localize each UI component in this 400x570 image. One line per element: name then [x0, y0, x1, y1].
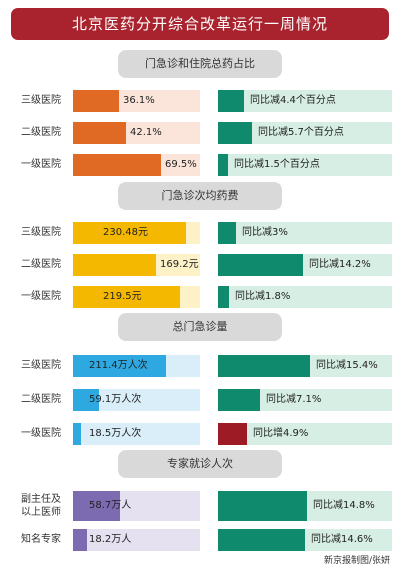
row-label: 三级医院: [21, 95, 61, 106]
change-track: [218, 423, 392, 445]
change-bar: [218, 355, 310, 377]
change-label: 同比增4.9%: [253, 428, 309, 439]
row-label: 三级医院: [21, 360, 61, 371]
bar: [73, 254, 156, 276]
change-bar: [218, 122, 252, 144]
change-track: [218, 389, 392, 411]
row-label: 一级医院: [21, 159, 61, 170]
change-label: 同比减1.5个百分点: [234, 159, 320, 170]
bar-value-label: 18.2万人: [89, 534, 132, 545]
bar-value-label: 211.4万人次: [89, 360, 148, 371]
change-bar: [218, 90, 244, 112]
change-bar: [218, 286, 229, 308]
row-label: 副主任及 以上医师: [21, 494, 61, 518]
section-header-2: 总门急诊量: [118, 313, 282, 341]
bar: [73, 154, 161, 176]
change-bar: [218, 254, 303, 276]
bar-value-label: 169.2元: [160, 259, 199, 270]
change-label: 同比减3%: [242, 227, 288, 238]
row-label: 二级医院: [21, 394, 61, 405]
row-label: 二级医院: [21, 259, 61, 270]
page-title: 北京医药分开综合改革运行一周情况: [11, 8, 389, 40]
change-label: 同比减5.7个百分点: [258, 127, 344, 138]
row-label: 一级医院: [21, 291, 61, 302]
change-label: 同比减15.4%: [316, 360, 378, 371]
row-label: 三级医院: [21, 227, 61, 238]
change-label: 同比减14.6%: [311, 534, 373, 545]
bar-value-label: 36.1%: [123, 95, 155, 106]
change-bar: [218, 154, 228, 176]
bar: [73, 355, 166, 377]
bar: [73, 529, 87, 551]
bar-value-label: 42.1%: [130, 127, 162, 138]
change-bar: [218, 423, 247, 445]
change-track: [218, 90, 392, 112]
bar: [73, 423, 81, 445]
bar: [73, 286, 180, 308]
change-label: 同比减14.8%: [313, 500, 375, 511]
bar-track: [73, 423, 200, 445]
change-label: 同比减4.4个百分点: [250, 95, 336, 106]
bar: [73, 222, 186, 244]
change-bar: [218, 491, 307, 521]
section-header-0: 门急诊和住院总药占比: [118, 50, 282, 78]
section-header-1: 门急诊次均药费: [118, 182, 282, 210]
change-label: 同比减7.1%: [266, 394, 322, 405]
credit: 新京报制图/张妍: [323, 556, 390, 566]
change-bar: [218, 529, 305, 551]
bar-track: [73, 529, 200, 551]
section-header-3: 专家就诊人次: [118, 450, 282, 478]
row-label: 一级医院: [21, 428, 61, 439]
change-bar: [218, 222, 236, 244]
bar-value-label: 59.1万人次: [89, 394, 142, 405]
row-label: 知名专家: [21, 534, 61, 545]
change-label: 同比减14.2%: [309, 259, 371, 270]
bar-value-label: 230.48元: [103, 227, 148, 238]
bar-value-label: 18.5万人次: [89, 428, 142, 439]
change-track: [218, 154, 392, 176]
change-track: [218, 222, 392, 244]
bar: [73, 389, 99, 411]
bar-value-label: 219.5元: [103, 291, 142, 302]
bar: [73, 491, 120, 521]
change-bar: [218, 389, 260, 411]
bar: [73, 122, 126, 144]
bar-value-label: 69.5%: [165, 159, 197, 170]
change-label: 同比减1.8%: [235, 291, 291, 302]
bar-value-label: 58.7万人: [89, 500, 132, 511]
bar: [73, 90, 119, 112]
change-track: [218, 286, 392, 308]
bar-track: [73, 389, 200, 411]
row-label: 二级医院: [21, 127, 61, 138]
change-track: [218, 122, 392, 144]
